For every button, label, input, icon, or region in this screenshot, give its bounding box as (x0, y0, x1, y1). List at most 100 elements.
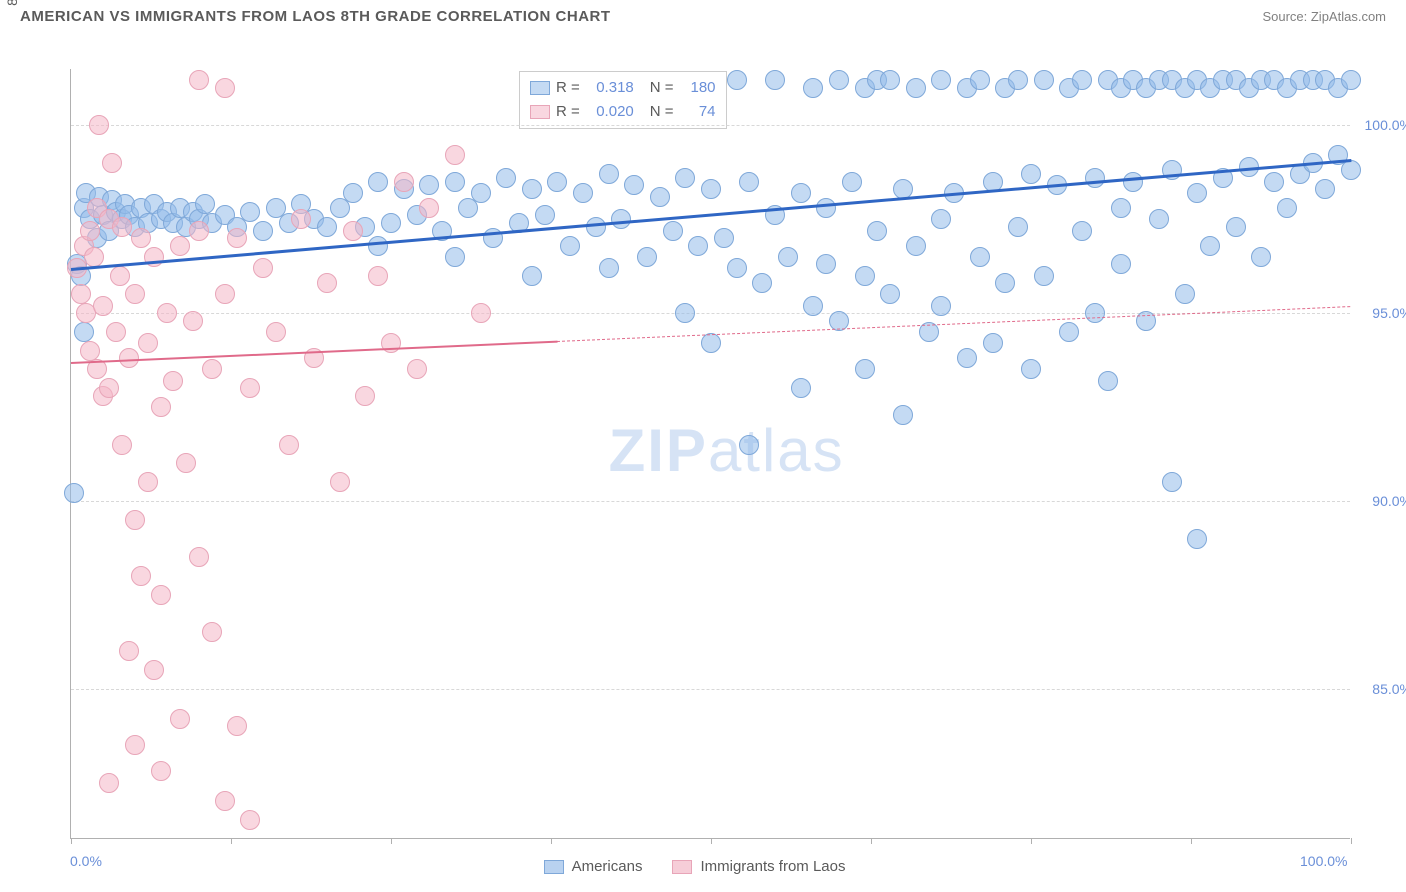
data-point (215, 284, 235, 304)
data-point (355, 386, 375, 406)
data-point (893, 405, 913, 425)
data-point (215, 78, 235, 98)
legend-r-value: 0.318 (586, 76, 634, 100)
data-point (317, 273, 337, 293)
data-point (1136, 311, 1156, 331)
data-point (765, 70, 785, 90)
legend-swatch (672, 860, 692, 874)
data-point (138, 333, 158, 353)
data-point (445, 247, 465, 267)
data-point (240, 378, 260, 398)
data-point (215, 791, 235, 811)
legend-row: R =0.020N =74 (530, 100, 716, 124)
data-point (368, 236, 388, 256)
data-point (131, 566, 151, 586)
data-point (419, 198, 439, 218)
legend-swatch (544, 860, 564, 874)
data-point (151, 585, 171, 605)
data-point (343, 221, 363, 241)
data-point (855, 266, 875, 286)
data-point (535, 205, 555, 225)
data-point (931, 70, 951, 90)
data-point (445, 172, 465, 192)
data-point (471, 303, 491, 323)
data-point (931, 296, 951, 316)
data-point (496, 168, 516, 188)
watermark-bold: ZIP (609, 417, 708, 484)
data-point (138, 472, 158, 492)
data-point (80, 341, 100, 361)
data-point (106, 322, 126, 342)
data-point (1123, 172, 1143, 192)
data-point (573, 183, 593, 203)
data-point (1098, 371, 1118, 391)
x-tick (711, 838, 712, 844)
data-point (144, 660, 164, 680)
series-legend: Americans Immigrants from Laos (544, 858, 846, 875)
legend-row: R =0.318N =180 (530, 76, 716, 100)
data-point (1341, 160, 1361, 180)
data-point (688, 236, 708, 256)
data-point (170, 236, 190, 256)
data-point (80, 221, 100, 241)
data-point (1264, 172, 1284, 192)
data-point (906, 78, 926, 98)
data-point (189, 221, 209, 241)
data-point (791, 183, 811, 203)
legend-n-value: 74 (680, 100, 716, 124)
data-point (970, 247, 990, 267)
plot-area: ZIPatlas R =0.318N =180R =0.020N =74 100… (70, 69, 1350, 839)
x-tick (231, 838, 232, 844)
chart-source: Source: ZipAtlas.com (1262, 9, 1386, 24)
data-point (195, 194, 215, 214)
data-point (394, 172, 414, 192)
x-tick (871, 838, 872, 844)
data-point (189, 70, 209, 90)
data-point (727, 70, 747, 90)
legend-r-label: R = (556, 76, 580, 100)
data-point (829, 70, 849, 90)
data-point (855, 359, 875, 379)
data-point (266, 322, 286, 342)
data-point (637, 247, 657, 267)
y-tick-label: 90.0% (1357, 493, 1406, 509)
data-point (1111, 198, 1131, 218)
data-point (317, 217, 337, 237)
x-tick (1351, 838, 1352, 844)
legend-label: Americans (572, 858, 643, 875)
data-point (1187, 183, 1207, 203)
gridline (71, 125, 1350, 126)
data-point (170, 709, 190, 729)
data-point (599, 164, 619, 184)
data-point (291, 209, 311, 229)
data-point (739, 435, 759, 455)
data-point (102, 153, 122, 173)
data-point (1034, 70, 1054, 90)
data-point (739, 172, 759, 192)
data-point (131, 228, 151, 248)
legend-item: Immigrants from Laos (672, 858, 845, 875)
data-point (714, 228, 734, 248)
data-point (1072, 221, 1092, 241)
data-point (1200, 236, 1220, 256)
data-point (624, 175, 644, 195)
data-point (279, 435, 299, 455)
data-point (1315, 179, 1335, 199)
gridline (71, 501, 1350, 502)
data-point (381, 213, 401, 233)
data-point (227, 716, 247, 736)
data-point (89, 115, 109, 135)
data-point (240, 202, 260, 222)
data-point (522, 266, 542, 286)
data-point (522, 179, 542, 199)
legend-n-value: 180 (680, 76, 716, 100)
data-point (74, 322, 94, 342)
data-point (183, 311, 203, 331)
x-tick (71, 838, 72, 844)
data-point (240, 810, 260, 830)
chart-title: AMERICAN VS IMMIGRANTS FROM LAOS 8TH GRA… (20, 8, 611, 25)
data-point (99, 378, 119, 398)
data-point (330, 472, 350, 492)
data-point (125, 510, 145, 530)
data-point (407, 359, 427, 379)
